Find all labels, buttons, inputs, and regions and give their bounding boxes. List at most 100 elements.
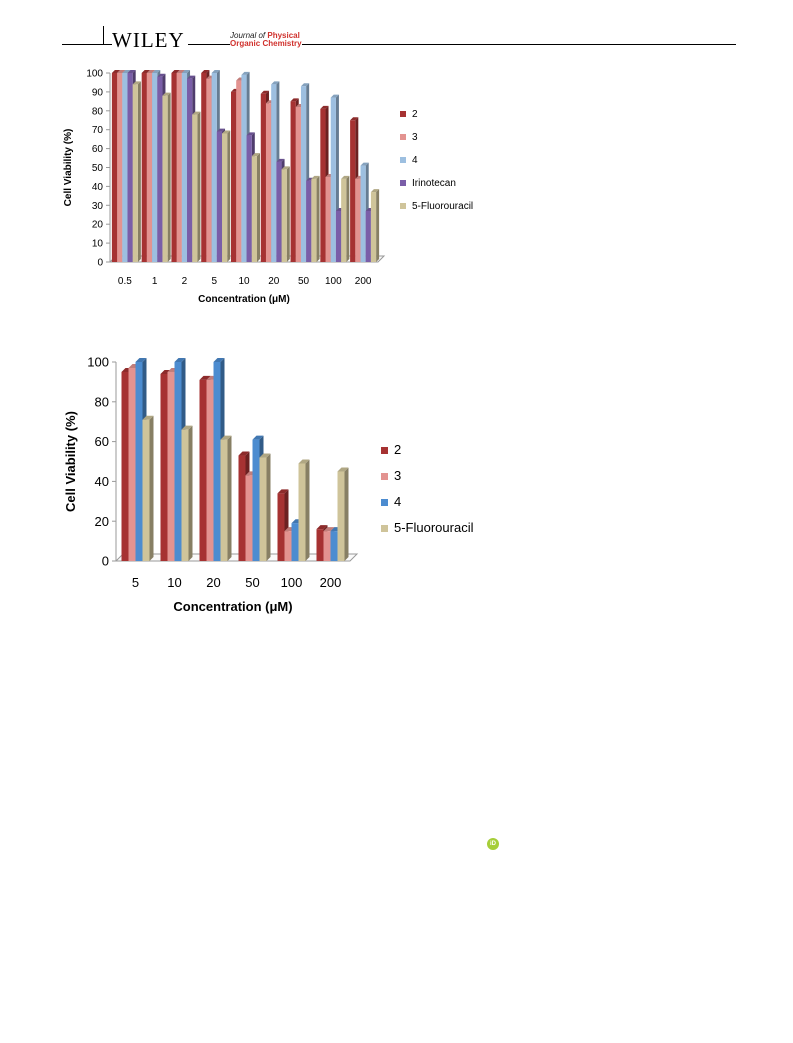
bar-side <box>266 453 271 561</box>
bar-side <box>346 175 350 262</box>
legend-swatch <box>381 473 388 480</box>
bar-4-20 <box>271 84 277 262</box>
bar-top <box>122 70 131 73</box>
chart-2: 0 20 40 60 80 100 5 10 20 50 100 200 Concentration (… <box>63 355 474 614</box>
y-axis-title: Cell Viability (%) <box>63 129 74 207</box>
bar-top <box>370 189 380 193</box>
y-tick-label: 0 <box>97 258 103 269</box>
bar-irinotecan-20 <box>276 161 282 262</box>
legend-swatch <box>400 134 406 140</box>
bar-3-50 <box>295 107 301 262</box>
bar-2-100 <box>277 493 285 561</box>
bar-side <box>227 435 232 561</box>
bar-2-0.5 <box>111 73 118 262</box>
bar-top <box>276 158 285 162</box>
x-tick-label: 0.5 <box>118 276 132 287</box>
header-rule <box>62 44 736 45</box>
bar-side <box>316 175 320 262</box>
bar-irinotecan-50 <box>306 180 312 262</box>
bar-top <box>238 451 250 456</box>
bar-4-5 <box>211 73 217 262</box>
y-tick-label: 100 <box>87 355 109 370</box>
y-tick-label: 70 <box>92 125 104 136</box>
bar-4-0.5 <box>122 73 128 262</box>
journal-name: Journal of Physical Organic Chemistry <box>230 32 302 48</box>
bar-side <box>188 425 193 561</box>
y-axis-title: Cell Viability (%) <box>63 411 78 512</box>
bar-irinotecan-2 <box>187 78 193 262</box>
bar-top <box>281 166 290 170</box>
bar-4-5 <box>135 362 143 561</box>
x-tick-label: 10 <box>167 575 181 590</box>
x-tick-label: 20 <box>206 575 220 590</box>
bar-3-20 <box>206 379 214 561</box>
bar-top <box>211 70 220 73</box>
bar-top <box>259 453 271 458</box>
journal-name-line1: Journal of <box>230 31 266 40</box>
y-tick-label: 60 <box>92 144 104 155</box>
bar-2-2 <box>171 73 177 262</box>
bar-5-fluorouracil-20 <box>220 439 228 561</box>
x-tick-label: 50 <box>245 575 259 590</box>
bar-3-10 <box>167 371 175 561</box>
x-tick-label: 1 <box>152 276 158 287</box>
bar-irinotecan-0.5 <box>127 73 133 262</box>
legend-label: 3 <box>394 468 401 483</box>
bar-4-10 <box>174 362 182 561</box>
bar-top <box>111 70 121 73</box>
x-tick-label: 50 <box>298 276 310 287</box>
bar-side <box>227 130 231 262</box>
x-tick-label: 5 <box>211 276 217 287</box>
bar-top <box>176 70 185 73</box>
chart-1: 0 10 20 30 40 50 60 70 80 90 100 0.5 1 2 5 10 20 50 100 200… <box>63 69 473 306</box>
y-tick-label: 40 <box>95 474 109 489</box>
bar-3-20 <box>265 103 272 262</box>
bar-top <box>222 130 231 134</box>
bar-2-20 <box>260 93 266 262</box>
bar-side <box>197 111 201 262</box>
bar-side <box>167 92 171 263</box>
y-tick-label: 10 <box>92 239 104 250</box>
bar-top <box>201 70 210 73</box>
bar-top <box>323 527 335 532</box>
y-tick-label: 60 <box>95 434 109 449</box>
legend-label: 2 <box>394 442 401 457</box>
bar-top <box>135 358 147 362</box>
bar-5-fluorouracil-0.5 <box>132 84 138 262</box>
bar-top <box>213 358 225 362</box>
bar-top <box>171 70 180 73</box>
bar-irinotecan-1 <box>157 76 163 262</box>
legend-label: 3 <box>412 132 418 143</box>
journal-name-line1b: Physical <box>267 31 300 40</box>
bar-top <box>199 375 211 380</box>
bar-4-100 <box>291 523 299 561</box>
orcid-icon[interactable]: iD <box>487 838 499 850</box>
bar-3-200 <box>323 531 331 561</box>
bar-top <box>132 81 141 85</box>
bar-irinotecan-100 <box>335 210 342 262</box>
bar-2-200 <box>350 120 356 262</box>
bar-top <box>181 425 193 430</box>
bar-5-fluorouracil-1 <box>162 95 168 263</box>
bar-2-200 <box>316 529 324 561</box>
bar-2-50 <box>238 455 246 561</box>
bar-irinotecan-5 <box>216 131 223 262</box>
legend-label: 4 <box>394 494 401 509</box>
bar-2-20 <box>199 379 207 561</box>
legend-swatch <box>381 499 388 506</box>
bar-5-fluorouracil-100 <box>341 178 347 262</box>
y-tick-label: 80 <box>92 106 104 117</box>
y-tick-label: 20 <box>95 514 109 529</box>
bar-4-20 <box>213 362 221 561</box>
y-tick-label: 80 <box>95 394 109 409</box>
x-tick-label: 5 <box>132 575 139 590</box>
bar-2-5 <box>121 371 129 561</box>
bar-3-100 <box>325 176 331 262</box>
bar-side <box>149 415 154 561</box>
bar-3-50 <box>245 475 253 561</box>
bar-top <box>152 70 161 73</box>
x-tick-label: 2 <box>182 276 188 287</box>
legend-label: 5-Fluorouracil <box>412 201 473 212</box>
bar-side <box>376 189 380 262</box>
bar-3-10 <box>236 80 242 262</box>
